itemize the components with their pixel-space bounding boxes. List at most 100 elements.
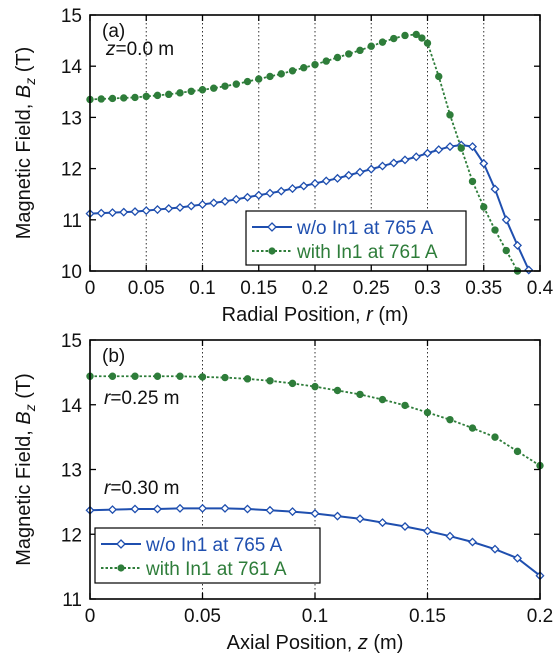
legend: w/o In1 at 765 A with In1 at 761 A: [245, 210, 467, 266]
data-point: [209, 198, 219, 208]
data-point: [445, 142, 455, 152]
y-tick-label: 15: [61, 6, 82, 27]
data-point: [311, 382, 319, 391]
data-point: [490, 184, 500, 194]
data-point: [142, 92, 150, 101]
y-tick-label: 14: [61, 396, 83, 417]
data-point: [197, 199, 208, 209]
data-point: [501, 215, 511, 225]
y-axis-label-var: B: [13, 85, 35, 98]
data-point: [187, 87, 195, 95]
x-axis-label-var: r: [366, 304, 374, 326]
series-with-in1: [86, 372, 544, 470]
data-point: [288, 379, 297, 388]
data-point: [491, 226, 499, 234]
data-point: [310, 509, 320, 519]
data-point: [255, 75, 263, 83]
data-point: [119, 207, 129, 217]
x-tick-label: 0.2: [527, 606, 553, 627]
data-point: [422, 148, 433, 158]
data-point: [390, 34, 398, 43]
chart-panel-a: 0 0.05 0.1 0.15 0.2 0.25 0.3 0.35 0.4 10 11 12 13 14 1…: [13, 6, 554, 326]
series-line: [89, 144, 530, 271]
y-tick-label: 11: [62, 211, 82, 232]
data-point: [345, 50, 353, 58]
data-point: [467, 537, 478, 547]
legend-label: w/o In1 at 765 A: [296, 218, 434, 239]
data-point: [265, 505, 275, 515]
data-point: [512, 240, 523, 250]
data-point: [287, 507, 298, 517]
legend-marker: [117, 564, 125, 572]
data-point: [108, 94, 117, 103]
data-point: [107, 208, 118, 218]
data-point: [467, 142, 478, 152]
y-tick-label: 13: [61, 108, 82, 129]
y-axis-label-text: Magnetic Field,: [13, 98, 35, 239]
annotation-value: =0.25 m: [110, 388, 179, 409]
data-point: [378, 395, 387, 404]
data-point: [377, 518, 388, 528]
series-with-in1: [86, 30, 522, 275]
x-tick-label: 0.1: [189, 278, 215, 299]
annotation-var: z: [105, 39, 116, 60]
data-point: [490, 544, 500, 554]
y-tick-label: 11: [62, 590, 82, 611]
x-tick-label: 0.05: [128, 278, 165, 299]
data-point: [434, 145, 444, 155]
x-tick-label: 0: [85, 278, 96, 299]
y-axis-label-var: B: [13, 411, 35, 424]
x-tick-label: 0.2: [302, 278, 328, 299]
data-point: [321, 176, 331, 186]
x-tick-label: 0.05: [184, 606, 221, 627]
data-point: [220, 196, 230, 206]
y-axis-label-sub: z: [22, 78, 38, 86]
data-point: [401, 401, 409, 410]
y-axis-label-unit: (T): [13, 47, 35, 78]
legend-label: with In1 at 761 A: [296, 242, 438, 263]
data-point: [355, 167, 365, 177]
data-point: [152, 205, 163, 215]
data-point: [344, 170, 354, 180]
y-axis-label-unit: (T): [13, 373, 35, 404]
data-point: [232, 80, 240, 88]
series-line: [89, 33, 519, 272]
data-point: [197, 503, 208, 513]
data-point: [164, 204, 174, 214]
data-point: [366, 164, 376, 174]
annotation-var: r: [104, 478, 111, 499]
data-point: [221, 82, 229, 90]
data-point: [411, 152, 421, 162]
x-axis-label-var: z: [357, 632, 368, 654]
data-point: [378, 38, 387, 46]
data-point: [377, 161, 388, 171]
data-point: [401, 31, 409, 40]
y-tick-label: 13: [61, 461, 82, 482]
data-point: [176, 89, 184, 97]
data-point: [356, 46, 364, 55]
x-tick-label: 0: [85, 606, 96, 627]
data-point: [97, 95, 105, 103]
data-point: [299, 181, 309, 191]
legend-box: [245, 210, 467, 266]
data-point: [491, 433, 499, 441]
data-point: [108, 372, 117, 380]
data-point: [422, 526, 433, 536]
data-point: [242, 504, 253, 514]
data-point: [165, 90, 173, 99]
data-point: [265, 188, 275, 198]
data-point: [96, 208, 106, 218]
data-point: [175, 503, 185, 513]
data-point: [389, 158, 399, 168]
x-axis-label-text: Axial Position,: [227, 632, 358, 654]
x-tick-label: 0.15: [240, 278, 277, 299]
data-point: [266, 377, 274, 385]
data-point: [332, 173, 343, 183]
data-point: [513, 447, 522, 456]
series-annotation: r=0.25 m: [104, 388, 180, 409]
data-point: [243, 375, 252, 383]
series-without-in1: [85, 140, 534, 275]
x-tick-label: 0.4: [527, 278, 554, 299]
data-point: [300, 64, 308, 72]
data-point: [231, 194, 241, 204]
